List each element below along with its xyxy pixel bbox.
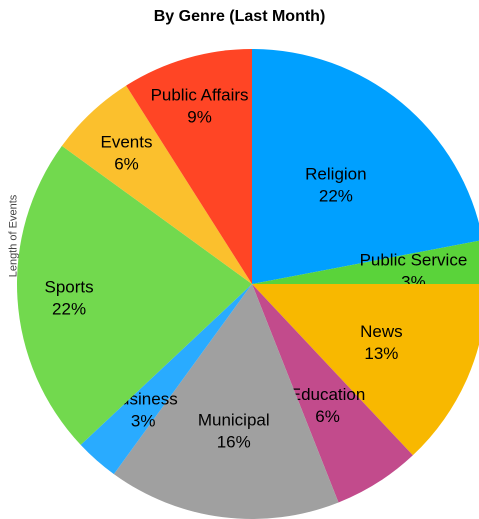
pie-slice-public-service	[252, 240, 479, 284]
pie-slice-education	[252, 284, 413, 503]
slice-percent-label: 13%	[364, 344, 398, 363]
slice-percent-label: 9%	[187, 107, 212, 126]
pie-slice-business	[80, 284, 252, 475]
slice-percent-label: 22%	[319, 187, 353, 206]
slice-percent-label: 16%	[217, 433, 251, 452]
pie-slice-religion	[252, 49, 479, 284]
slice-percent-label: 6%	[315, 407, 340, 426]
slice-name-label: News	[360, 322, 403, 341]
slice-percent-label: 22%	[52, 300, 86, 319]
pie-slice-public-affairs	[126, 49, 252, 284]
chart-title: By Genre (Last Month)	[153, 8, 326, 25]
pie-slice-events	[61, 85, 252, 284]
pie-slice-sports	[17, 145, 253, 445]
slice-name-label: Sports	[44, 278, 93, 297]
slice-name-label: Public Service	[360, 251, 468, 270]
slice-name-label: Religion	[305, 165, 366, 184]
slice-name-label: Events	[101, 132, 153, 151]
pie-slice-municipal	[113, 284, 339, 519]
pie-slice-news	[252, 284, 479, 456]
slice-name-label: Municipal	[198, 411, 270, 430]
slice-name-label: Public Affairs	[151, 85, 249, 104]
slice-percent-label: 6%	[114, 154, 139, 173]
slice-name-label: Education	[290, 385, 366, 404]
slice-percent-label: 3%	[131, 411, 156, 430]
